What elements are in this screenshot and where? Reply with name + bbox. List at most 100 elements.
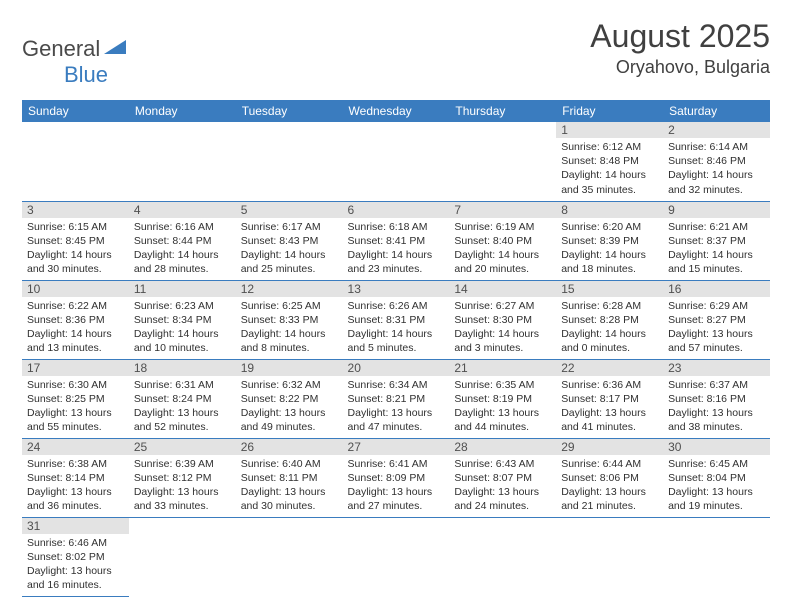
day-details: Sunrise: 6:40 AMSunset: 8:11 PMDaylight:…	[236, 455, 343, 517]
calendar-cell: 10Sunrise: 6:22 AMSunset: 8:36 PMDayligh…	[22, 280, 129, 359]
daylight-text-2: and 8 minutes.	[241, 341, 338, 355]
weekday-header: Tuesday	[236, 100, 343, 122]
day-details: Sunrise: 6:30 AMSunset: 8:25 PMDaylight:…	[22, 376, 129, 438]
day-number: 27	[343, 439, 450, 455]
day-number: 5	[236, 202, 343, 218]
header: General Blue August 2025 Oryahovo, Bulga…	[22, 18, 770, 88]
sunrise-text: Sunrise: 6:20 AM	[561, 220, 658, 234]
day-number: 31	[22, 518, 129, 534]
sunrise-text: Sunrise: 6:29 AM	[668, 299, 765, 313]
calendar-row: 3Sunrise: 6:15 AMSunset: 8:45 PMDaylight…	[22, 201, 770, 280]
day-details: Sunrise: 6:28 AMSunset: 8:28 PMDaylight:…	[556, 297, 663, 359]
daylight-text-1: Daylight: 14 hours	[27, 248, 124, 262]
day-details: Sunrise: 6:26 AMSunset: 8:31 PMDaylight:…	[343, 297, 450, 359]
sunset-text: Sunset: 8:43 PM	[241, 234, 338, 248]
day-details: Sunrise: 6:43 AMSunset: 8:07 PMDaylight:…	[449, 455, 556, 517]
calendar-cell: 23Sunrise: 6:37 AMSunset: 8:16 PMDayligh…	[663, 359, 770, 438]
day-number: 25	[129, 439, 236, 455]
day-number: 13	[343, 281, 450, 297]
day-number: 18	[129, 360, 236, 376]
weekday-header: Friday	[556, 100, 663, 122]
daylight-text-1: Daylight: 13 hours	[134, 406, 231, 420]
day-details: Sunrise: 6:31 AMSunset: 8:24 PMDaylight:…	[129, 376, 236, 438]
sunset-text: Sunset: 8:39 PM	[561, 234, 658, 248]
daylight-text-1: Daylight: 13 hours	[668, 327, 765, 341]
sunset-text: Sunset: 8:04 PM	[668, 471, 765, 485]
daylight-text-1: Daylight: 13 hours	[454, 406, 551, 420]
sunset-text: Sunset: 8:07 PM	[454, 471, 551, 485]
sunset-text: Sunset: 8:34 PM	[134, 313, 231, 327]
sunset-text: Sunset: 8:11 PM	[241, 471, 338, 485]
calendar-cell: 25Sunrise: 6:39 AMSunset: 8:12 PMDayligh…	[129, 438, 236, 517]
daylight-text-1: Daylight: 14 hours	[348, 327, 445, 341]
sunrise-text: Sunrise: 6:32 AM	[241, 378, 338, 392]
daylight-text-1: Daylight: 13 hours	[27, 406, 124, 420]
daylight-text-2: and 25 minutes.	[241, 262, 338, 276]
calendar-cell: 29Sunrise: 6:44 AMSunset: 8:06 PMDayligh…	[556, 438, 663, 517]
day-details: Sunrise: 6:41 AMSunset: 8:09 PMDaylight:…	[343, 455, 450, 517]
day-details: Sunrise: 6:17 AMSunset: 8:43 PMDaylight:…	[236, 218, 343, 280]
sunset-text: Sunset: 8:14 PM	[27, 471, 124, 485]
title-block: August 2025 Oryahovo, Bulgaria	[590, 18, 770, 78]
daylight-text-1: Daylight: 14 hours	[668, 168, 765, 182]
daylight-text-2: and 55 minutes.	[27, 420, 124, 434]
daylight-text-1: Daylight: 13 hours	[27, 564, 124, 578]
sunset-text: Sunset: 8:36 PM	[27, 313, 124, 327]
sunrise-text: Sunrise: 6:15 AM	[27, 220, 124, 234]
weekday-header: Thursday	[449, 100, 556, 122]
day-number: 11	[129, 281, 236, 297]
daylight-text-1: Daylight: 14 hours	[561, 248, 658, 262]
day-number: 10	[22, 281, 129, 297]
calendar-cell: 4Sunrise: 6:16 AMSunset: 8:44 PMDaylight…	[129, 201, 236, 280]
day-number: 30	[663, 439, 770, 455]
day-number: 7	[449, 202, 556, 218]
calendar-cell: 28Sunrise: 6:43 AMSunset: 8:07 PMDayligh…	[449, 438, 556, 517]
day-number: 4	[129, 202, 236, 218]
daylight-text-2: and 49 minutes.	[241, 420, 338, 434]
sunset-text: Sunset: 8:28 PM	[561, 313, 658, 327]
daylight-text-2: and 20 minutes.	[454, 262, 551, 276]
sunrise-text: Sunrise: 6:17 AM	[241, 220, 338, 234]
sunrise-text: Sunrise: 6:31 AM	[134, 378, 231, 392]
calendar-cell	[663, 517, 770, 596]
day-details: Sunrise: 6:45 AMSunset: 8:04 PMDaylight:…	[663, 455, 770, 517]
calendar-cell	[129, 517, 236, 596]
daylight-text-2: and 5 minutes.	[348, 341, 445, 355]
sunrise-text: Sunrise: 6:23 AM	[134, 299, 231, 313]
calendar-cell: 2Sunrise: 6:14 AMSunset: 8:46 PMDaylight…	[663, 122, 770, 201]
calendar-cell: 13Sunrise: 6:26 AMSunset: 8:31 PMDayligh…	[343, 280, 450, 359]
calendar-cell: 6Sunrise: 6:18 AMSunset: 8:41 PMDaylight…	[343, 201, 450, 280]
daylight-text-1: Daylight: 14 hours	[668, 248, 765, 262]
sunrise-text: Sunrise: 6:19 AM	[454, 220, 551, 234]
calendar-cell	[343, 517, 450, 596]
location-label: Oryahovo, Bulgaria	[590, 57, 770, 78]
sunset-text: Sunset: 8:40 PM	[454, 234, 551, 248]
sunrise-text: Sunrise: 6:46 AM	[27, 536, 124, 550]
day-number: 28	[449, 439, 556, 455]
calendar-body: 1Sunrise: 6:12 AMSunset: 8:48 PMDaylight…	[22, 122, 770, 596]
sail-icon	[102, 36, 128, 62]
day-details: Sunrise: 6:37 AMSunset: 8:16 PMDaylight:…	[663, 376, 770, 438]
sunset-text: Sunset: 8:02 PM	[27, 550, 124, 564]
day-details: Sunrise: 6:15 AMSunset: 8:45 PMDaylight:…	[22, 218, 129, 280]
daylight-text-2: and 30 minutes.	[27, 262, 124, 276]
sunrise-text: Sunrise: 6:12 AM	[561, 140, 658, 154]
daylight-text-2: and 16 minutes.	[27, 578, 124, 592]
daylight-text-1: Daylight: 13 hours	[134, 485, 231, 499]
sunrise-text: Sunrise: 6:16 AM	[134, 220, 231, 234]
sunset-text: Sunset: 8:27 PM	[668, 313, 765, 327]
daylight-text-2: and 44 minutes.	[454, 420, 551, 434]
daylight-text-1: Daylight: 13 hours	[27, 485, 124, 499]
daylight-text-1: Daylight: 13 hours	[348, 485, 445, 499]
calendar-row: 17Sunrise: 6:30 AMSunset: 8:25 PMDayligh…	[22, 359, 770, 438]
day-details: Sunrise: 6:44 AMSunset: 8:06 PMDaylight:…	[556, 455, 663, 517]
daylight-text-2: and 52 minutes.	[134, 420, 231, 434]
daylight-text-1: Daylight: 14 hours	[454, 327, 551, 341]
calendar-cell: 18Sunrise: 6:31 AMSunset: 8:24 PMDayligh…	[129, 359, 236, 438]
day-details: Sunrise: 6:16 AMSunset: 8:44 PMDaylight:…	[129, 218, 236, 280]
daylight-text-1: Daylight: 13 hours	[668, 406, 765, 420]
daylight-text-2: and 19 minutes.	[668, 499, 765, 513]
sunrise-text: Sunrise: 6:35 AM	[454, 378, 551, 392]
calendar-row: 1Sunrise: 6:12 AMSunset: 8:48 PMDaylight…	[22, 122, 770, 201]
sunrise-text: Sunrise: 6:30 AM	[27, 378, 124, 392]
